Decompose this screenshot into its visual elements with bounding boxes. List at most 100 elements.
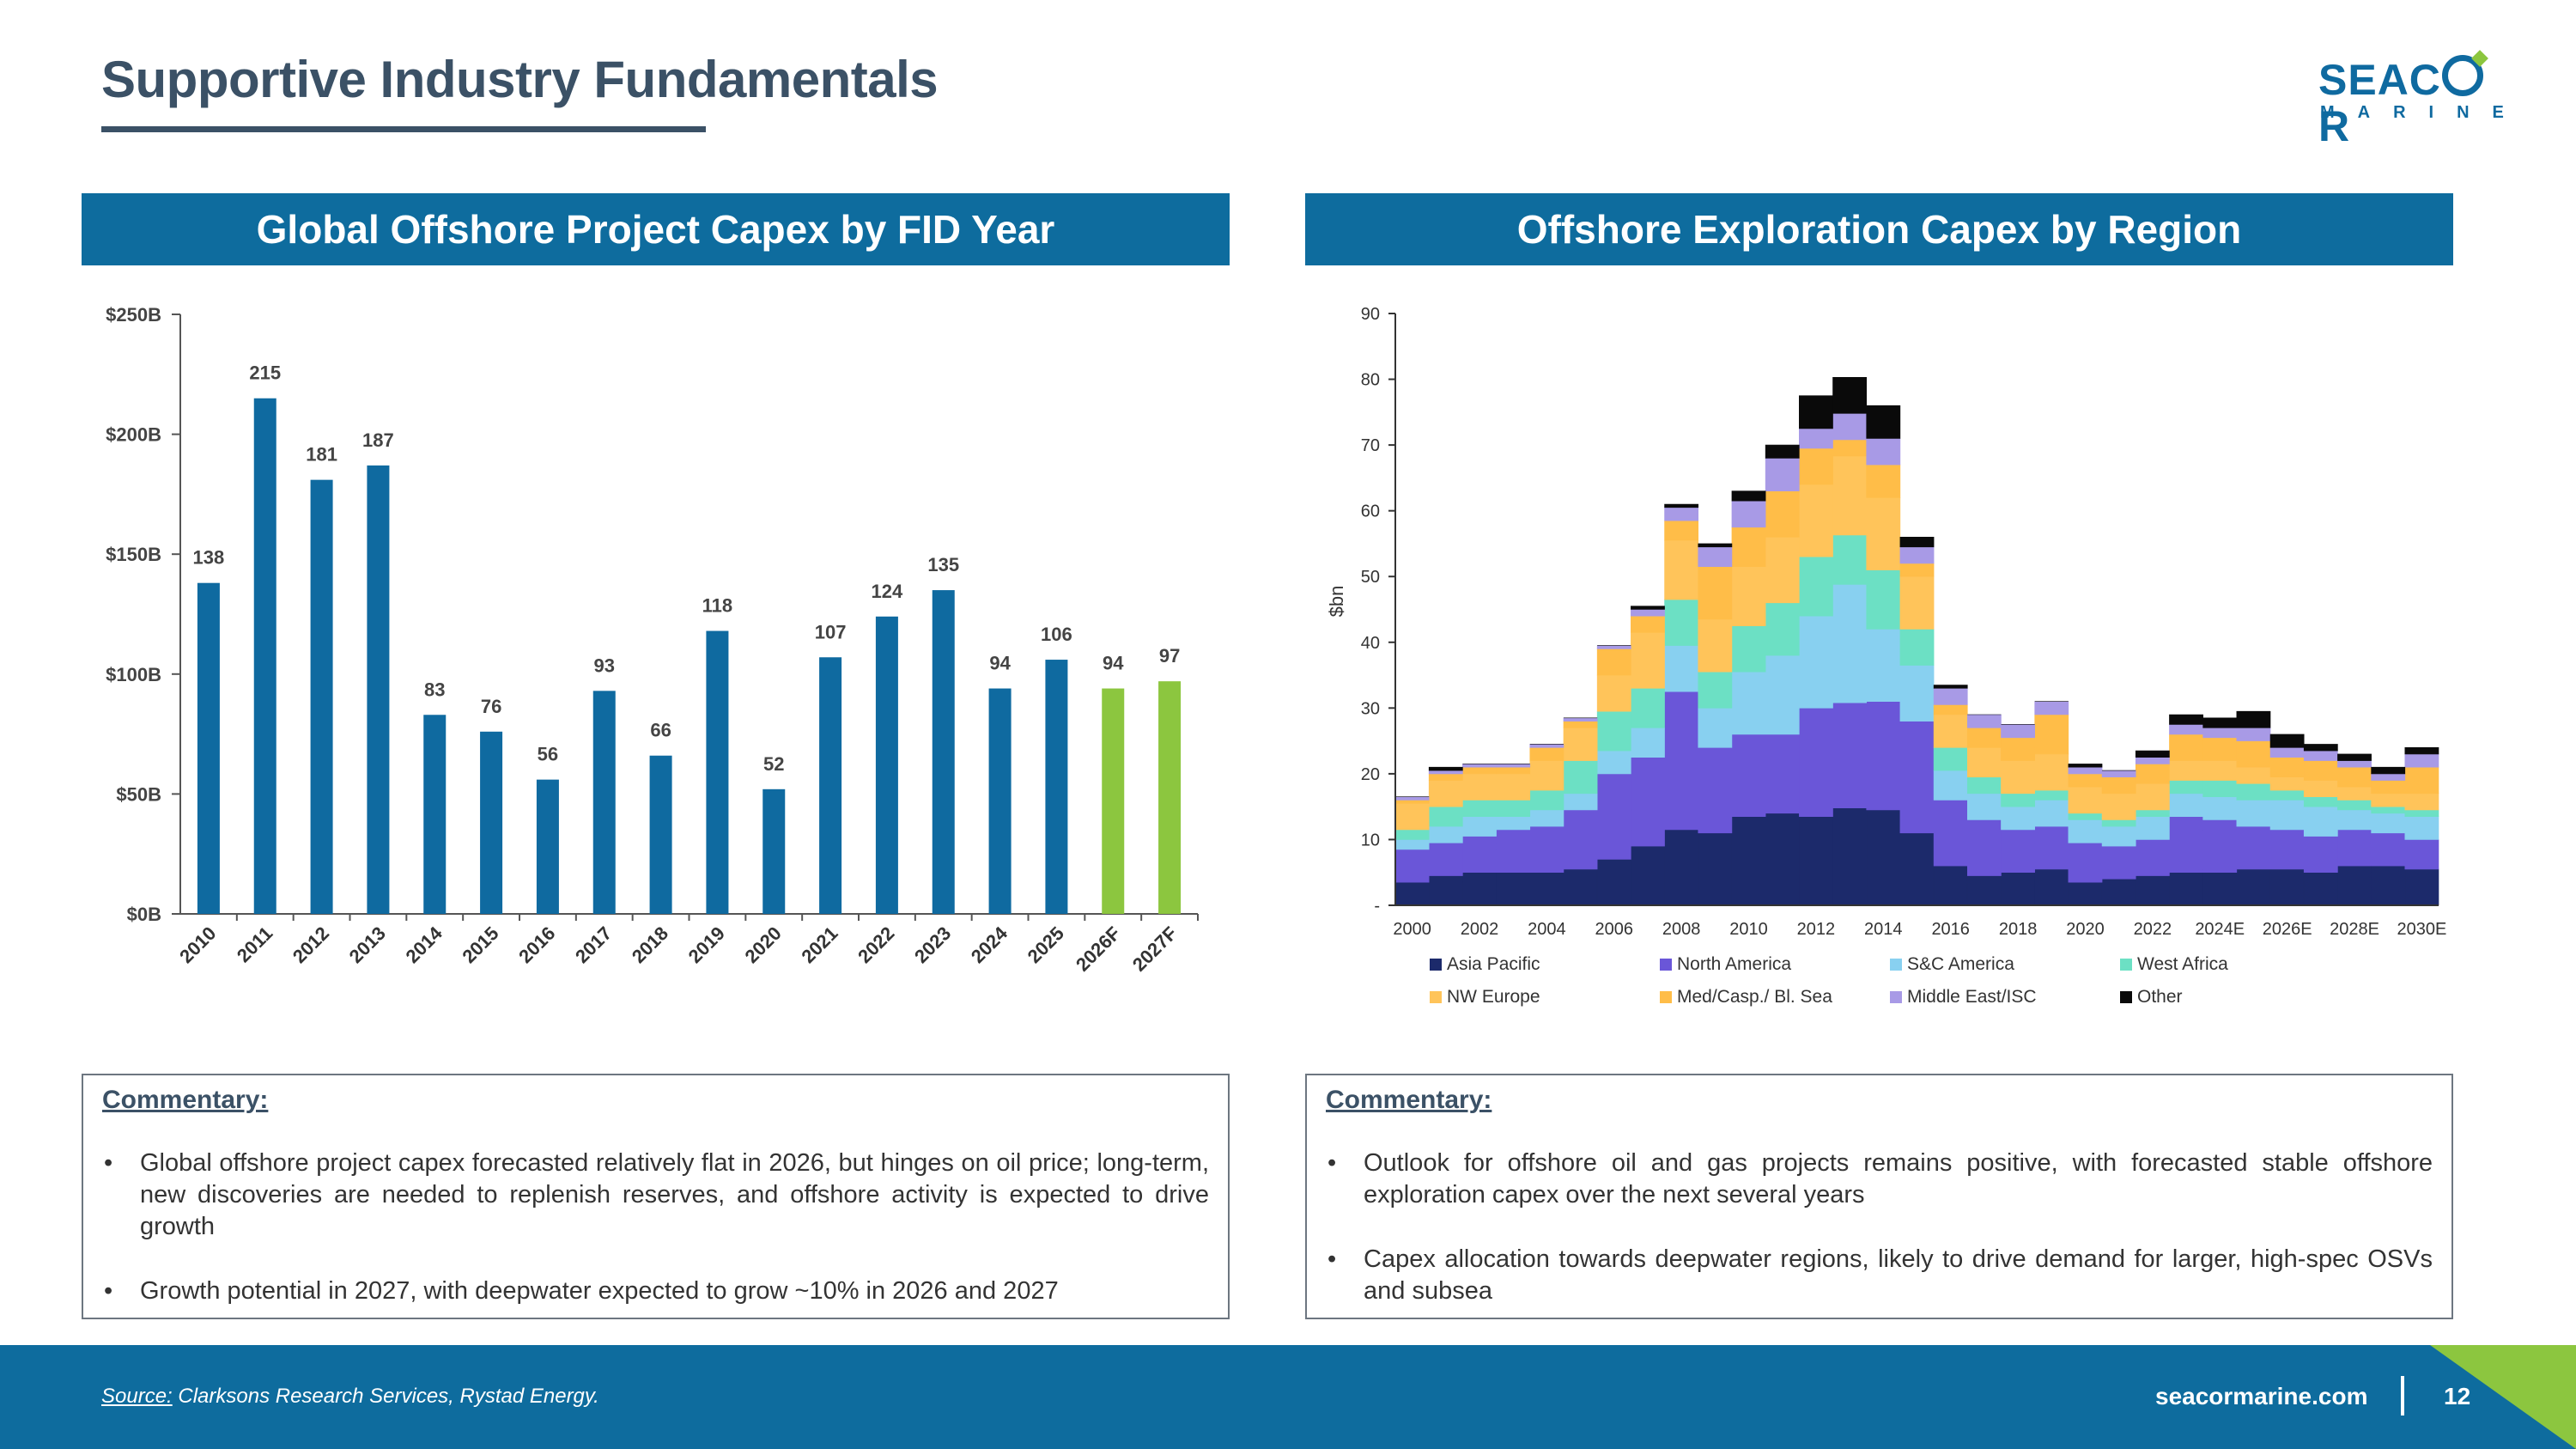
right-commentary-bullet: Outlook for offshore oil and gas project… — [1326, 1148, 2433, 1211]
left-commentary-box: Commentary: Global offshore project cape… — [82, 1074, 1230, 1319]
bar-chart-y-tick-label: $250B — [106, 304, 161, 326]
bar-chart-y-tick-label: $50B — [116, 783, 161, 805]
legend-label: Asia Pacific — [1447, 954, 1540, 974]
source-note: Source: Clarksons Research Services, Rys… — [101, 1385, 599, 1409]
title-underline — [101, 126, 706, 132]
area-chart-x-tick-label: 2010 — [1729, 920, 1768, 939]
bar-chart-bar — [536, 779, 559, 914]
legend-label: Other — [2137, 987, 2183, 1007]
bar-chart-x-tick-label: 2016 — [514, 922, 559, 967]
area-chart-x-tick-label: 2024E — [2195, 920, 2245, 939]
bar-chart-bar — [706, 630, 729, 914]
legend-swatch — [1660, 959, 1672, 971]
area-chart-x-tick-label: 2020 — [2066, 920, 2105, 939]
bar-chart-bar — [649, 755, 672, 914]
area-chart-x-tick-label: 2016 — [1931, 920, 1970, 939]
bar-chart-bar — [988, 688, 1012, 914]
bar-chart-y-tick-label: $200B — [106, 424, 161, 446]
charts-canvas: $0B$50B$100B$150B$200B$250B1382010215201… — [106, 304, 2446, 1007]
logo-text-post: R — [2318, 102, 2351, 150]
area-chart-x-tick-label: 2018 — [1999, 920, 2038, 939]
bar-chart-bar — [1158, 681, 1182, 914]
bar-chart-bar — [762, 788, 786, 914]
bar-chart-data-label: 56 — [538, 744, 558, 765]
bar-chart-bar — [875, 616, 898, 914]
area-chart-y-label: $bn — [1326, 586, 1347, 618]
area-series-other — [1395, 376, 2439, 797]
bar-chart-data-label: 66 — [650, 720, 671, 741]
bar-chart-x-tick-label: 2014 — [401, 922, 447, 967]
seacor-marine-logo: SEACR MARINE — [2318, 55, 2527, 149]
bar-chart-y-tick-label: $0B — [127, 904, 161, 925]
area-chart-y-tick-label: 60 — [1361, 502, 1380, 521]
footer-divider — [2401, 1376, 2404, 1416]
area-chart-y-tick-label: 70 — [1361, 436, 1380, 455]
bar-chart-x-tick-label: 2018 — [628, 922, 672, 967]
legend-swatch — [1430, 991, 1442, 1003]
bar-chart-bar — [1045, 660, 1068, 914]
bar-chart-x-tick-label: 2020 — [740, 922, 785, 967]
left-panel-header: Global Offshore Project Capex by FID Yea… — [82, 193, 1230, 265]
area-chart-x-tick-label: 2012 — [1797, 920, 1836, 939]
bar-chart-data-label: 118 — [702, 595, 733, 617]
bar-chart-x-tick-label: 2022 — [854, 922, 898, 967]
bar-chart-bar — [819, 657, 842, 914]
right-commentary-title: Commentary: — [1326, 1086, 1492, 1114]
bar-chart-x-tick-label: 2026F — [1072, 922, 1125, 976]
bar-chart-y-tick-label: $100B — [106, 664, 161, 685]
bar-chart-data-label: 106 — [1041, 624, 1072, 645]
bar-chart-bar — [310, 479, 333, 914]
area-chart-x-tick-label: 2000 — [1393, 920, 1431, 939]
source-label: Source: — [101, 1385, 173, 1408]
left-commentary-bullet: Global offshore project capex forecasted… — [102, 1148, 1209, 1243]
right-panel-header: Offshore Exploration Capex by Region — [1305, 193, 2453, 265]
bar-chart-bar — [197, 582, 220, 914]
area-chart-x-tick-label: 2002 — [1461, 920, 1499, 939]
website-link[interactable]: seacormarine.com — [2155, 1383, 2368, 1409]
legend-label: Middle East/ISC — [1907, 987, 2037, 1007]
left-commentary-title: Commentary: — [102, 1086, 269, 1114]
area-chart-x-tick-label: 2030E — [2397, 920, 2446, 939]
bar-chart-bar — [932, 590, 955, 914]
bar-chart-x-tick-label: 2023 — [910, 922, 955, 967]
page-number: 12 — [2444, 1383, 2471, 1409]
legend-label: S&C America — [1907, 954, 2014, 974]
legend-label: Med/Casp./ Bl. Sea — [1677, 987, 1832, 1007]
bar-chart-bar — [423, 715, 447, 914]
bar-chart-data-label: 94 — [1103, 653, 1124, 674]
area-chart-y-tick-label: 20 — [1361, 765, 1380, 784]
bar-chart-x-tick-label: 2019 — [684, 922, 729, 967]
bar-chart-x-tick-label: 2024 — [967, 922, 1012, 967]
bar-chart-data-label: 76 — [481, 696, 501, 717]
bar-chart-x-tick-label: 2012 — [289, 922, 333, 967]
area-chart-x-tick-label: 2026E — [2263, 920, 2312, 939]
bar-chart-data-label: 107 — [815, 621, 847, 642]
source-text: Clarksons Research Services, Rystad Ener… — [172, 1385, 599, 1408]
area-chart-x-tick-label: 2008 — [1662, 920, 1701, 939]
bar-chart-x-tick-label: 2027F — [1128, 922, 1182, 976]
legend-label: West Africa — [2137, 954, 2228, 974]
legend-swatch — [1430, 959, 1442, 971]
area-chart-x-tick-label: 2006 — [1595, 920, 1634, 939]
logo-subtext: MARINE — [2320, 103, 2527, 122]
legend-swatch — [2120, 991, 2132, 1003]
area-chart-y-tick-label: 90 — [1361, 305, 1380, 324]
bar-chart-data-label: 138 — [193, 547, 225, 569]
legend-label: North America — [1677, 954, 1791, 974]
bar-chart-data-label: 94 — [989, 653, 1011, 674]
area-chart-y-tick-label: 10 — [1361, 831, 1380, 849]
footer-bar: Source: Clarksons Research Services, Rys… — [0, 1345, 2576, 1449]
legend-swatch — [1890, 991, 1902, 1003]
logo-wordmark: SEACR — [2318, 55, 2507, 149]
area-chart-x-tick-label: 2004 — [1528, 920, 1566, 939]
bar-chart-data-label: 181 — [306, 444, 337, 466]
area-chart-y-tick-label: 80 — [1361, 371, 1380, 390]
bar-chart-x-tick-label: 2021 — [797, 922, 841, 967]
area-chart-y-tick-label: - — [1374, 897, 1380, 916]
area-chart-y-tick-label: 40 — [1361, 634, 1380, 653]
bar-chart-x-tick-label: 2025 — [1024, 922, 1068, 967]
legend-swatch — [2120, 959, 2132, 971]
area-chart-y-tick-label: 50 — [1361, 568, 1380, 587]
bar-chart-data-label: 187 — [362, 429, 394, 451]
legend-swatch — [1890, 959, 1902, 971]
